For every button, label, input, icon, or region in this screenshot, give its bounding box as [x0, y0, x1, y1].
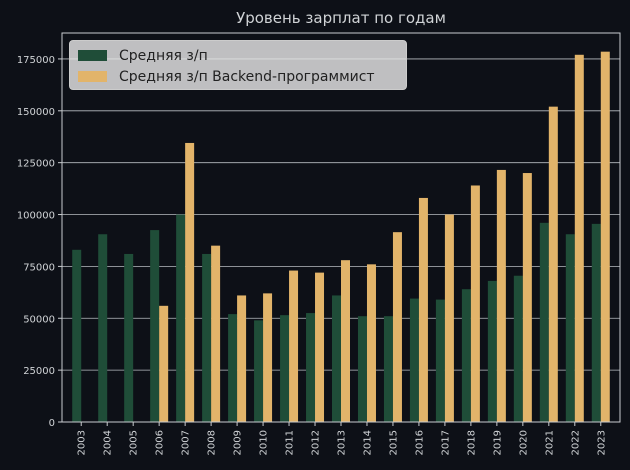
bar-backend — [392, 232, 402, 422]
x-tick-label: 2013 — [337, 430, 348, 455]
y-tick-label: 150000 — [17, 107, 55, 118]
bar-average — [306, 313, 316, 422]
bar-backend — [470, 185, 480, 422]
bar-average — [254, 320, 264, 422]
bar-backend — [600, 51, 610, 423]
bar-average — [202, 253, 212, 422]
bar-average — [176, 214, 186, 422]
bar-backend — [237, 295, 247, 422]
legend-label-backend: Средняя з/п Backend-программист — [119, 68, 375, 85]
y-tick-label: 50000 — [23, 314, 55, 325]
bar-average — [435, 299, 445, 422]
x-tick-label: 2017 — [440, 430, 451, 455]
x-tick-label: 2016 — [414, 430, 425, 455]
bar-average — [539, 222, 549, 422]
x-tick-label: 2010 — [259, 430, 270, 455]
x-tick-label: 2020 — [518, 430, 529, 455]
bar-average — [98, 234, 108, 422]
bar-backend — [341, 260, 350, 422]
bar-average — [72, 249, 82, 422]
x-tick-label: 2019 — [492, 430, 503, 455]
bar-average — [332, 295, 341, 422]
x-tick-label: 2004 — [103, 430, 114, 455]
y-tick-label: 25000 — [23, 366, 55, 377]
bar-backend — [418, 197, 428, 422]
y-tick-label: 100000 — [17, 211, 55, 222]
bar-backend — [289, 270, 299, 422]
legend-label-average: Средняя з/п — [119, 47, 208, 64]
y-tick-label: 75000 — [23, 262, 55, 273]
bar-backend — [159, 305, 169, 422]
x-tick-label: 2012 — [311, 430, 322, 455]
bars — [72, 51, 610, 423]
bar-average — [228, 314, 238, 422]
bar-average — [565, 234, 575, 422]
y-tick-label: 0 — [49, 418, 55, 429]
legend-swatch-backend — [78, 71, 107, 82]
bar-average — [461, 289, 471, 422]
bar-average — [357, 316, 367, 422]
bar-backend — [548, 106, 558, 422]
x-tick-label: 2021 — [544, 430, 555, 455]
bar-backend — [211, 245, 221, 422]
legend-item-average: Средняя з/п — [78, 45, 398, 66]
bar-average — [513, 275, 523, 422]
bar-backend — [366, 264, 376, 422]
x-tick-label: 2007 — [181, 430, 192, 455]
x-tick-label: 2003 — [77, 430, 88, 455]
x-axis: 2003 2004 2005 2006 2007 2008 2009 2010 2011 2012… — [77, 422, 607, 455]
bar-average — [591, 223, 601, 422]
x-tick-label: 2009 — [233, 430, 244, 455]
bar-backend — [522, 173, 532, 422]
bar-backend — [315, 272, 325, 422]
x-tick-label: 2014 — [362, 430, 373, 455]
bar-backend — [263, 293, 273, 422]
bar-backend — [444, 214, 454, 422]
x-tick-label: 2005 — [129, 430, 140, 455]
bar-average — [280, 315, 290, 422]
chart-title: Уровень зарплат по годам — [236, 9, 446, 27]
bar-average — [487, 280, 497, 422]
bar-backend — [496, 169, 506, 422]
x-tick-label: 2015 — [388, 430, 399, 455]
x-tick-label: 2008 — [207, 430, 218, 455]
legend-item-backend: Средняя з/п Backend-программист — [78, 66, 398, 87]
x-tick-label: 2011 — [285, 430, 296, 455]
y-axis: 0 25000 50000 75000 100000 125000 150000 175000 — [17, 55, 62, 429]
legend: Средняя з/п Средняя з/п Backend-программ… — [69, 40, 407, 90]
bar-average — [150, 230, 160, 422]
bar-backend — [574, 54, 584, 423]
x-tick-label: 2018 — [466, 430, 477, 455]
bar-backend — [185, 142, 195, 422]
x-tick-label: 2006 — [155, 430, 166, 455]
legend-swatch-average — [78, 50, 107, 61]
bar-average — [409, 298, 419, 422]
bar-average — [383, 316, 393, 422]
x-tick-label: 2023 — [596, 430, 607, 455]
y-tick-label: 175000 — [17, 55, 55, 66]
bar-average — [124, 253, 134, 422]
x-tick-label: 2022 — [570, 430, 581, 455]
y-tick-label: 125000 — [17, 159, 55, 170]
